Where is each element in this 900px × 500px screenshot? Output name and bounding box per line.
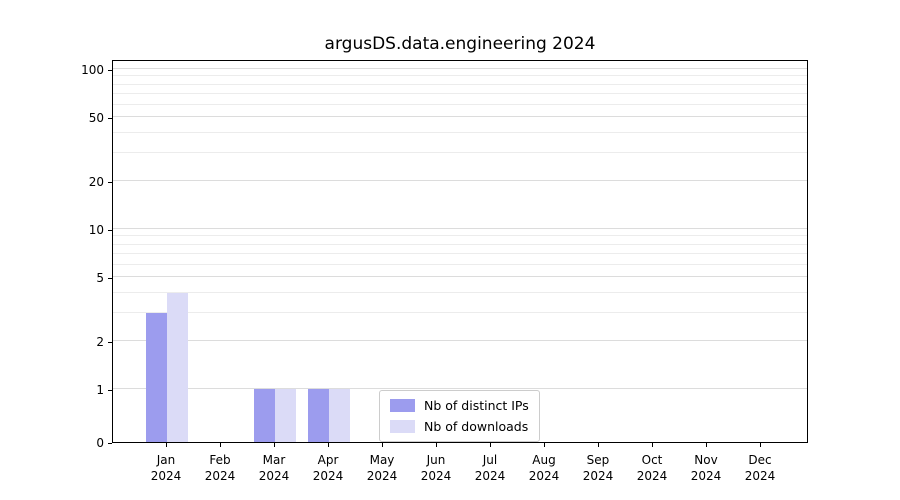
x-tick-label-mar: Mar 2024 bbox=[258, 453, 290, 484]
x-tick-label-nov: Nov 2024 bbox=[690, 453, 722, 484]
gridline-y-6 bbox=[113, 263, 807, 265]
x-tick-mark-oct bbox=[652, 443, 653, 447]
y-axis-tick-labels: 0 1 2 5 10 20 50 100 bbox=[0, 60, 104, 450]
legend-item: Nb of distinct IPs bbox=[390, 398, 529, 413]
gridline-y-20 bbox=[113, 179, 807, 181]
y-tick-mark-100 bbox=[108, 70, 112, 71]
x-tick-label-aug: Aug 2024 bbox=[528, 453, 560, 484]
bar-nb-of-distinct-ips-jan-2024 bbox=[146, 312, 167, 442]
gridline-y-90 bbox=[113, 75, 807, 77]
y-tick-label-0: 0 bbox=[96, 436, 104, 450]
gridline-y-100 bbox=[113, 68, 807, 69]
gridline-y-5 bbox=[113, 276, 807, 278]
x-tick-mark-sep bbox=[598, 443, 599, 447]
gridline-y-7 bbox=[113, 252, 807, 254]
bar-nb-of-downloads-apr-2024 bbox=[329, 389, 350, 442]
bar-nb-of-distinct-ips-mar-2024 bbox=[254, 389, 275, 442]
legend-swatch-icon bbox=[390, 420, 415, 433]
gridline-y-3 bbox=[113, 311, 807, 313]
y-tick-label-5: 5 bbox=[96, 271, 104, 286]
y-tick-label-2: 2 bbox=[96, 334, 104, 349]
x-tick-mark-feb bbox=[220, 443, 221, 447]
gridline-y-4 bbox=[113, 291, 807, 293]
x-tick-mark-apr bbox=[328, 443, 329, 447]
gridline-y-10 bbox=[113, 228, 807, 229]
y-tick-mark-20 bbox=[108, 181, 112, 183]
x-tick-mark-dec bbox=[760, 443, 761, 447]
y-tick-label-10: 10 bbox=[88, 223, 104, 237]
gridline-y-60 bbox=[113, 103, 807, 105]
gridline-y-50 bbox=[113, 116, 807, 118]
y-tick-label-100: 100 bbox=[81, 63, 104, 77]
x-tick-label-dec: Dec 2024 bbox=[744, 453, 776, 484]
x-tick-mark-jan bbox=[166, 443, 167, 447]
y-tick-mark-1 bbox=[108, 390, 112, 391]
chart-title: argusDS.data.engineering 2024 bbox=[324, 34, 596, 54]
bar-nb-of-downloads-jan-2024 bbox=[167, 292, 188, 442]
y-tick-mark-2 bbox=[108, 341, 112, 343]
y-tick-label-1: 1 bbox=[96, 383, 104, 397]
gridline-y-70 bbox=[113, 92, 807, 94]
legend: Nb of distinct IPs Nb of downloads bbox=[379, 390, 540, 442]
x-tick-label-oct: Oct 2024 bbox=[636, 453, 668, 484]
x-tick-mark-mar bbox=[274, 443, 275, 447]
y-tick-label-20: 20 bbox=[88, 174, 104, 189]
legend-swatch-icon bbox=[390, 399, 415, 412]
x-tick-label-feb: Feb 2024 bbox=[204, 453, 236, 484]
legend-label: Nb of downloads bbox=[424, 419, 529, 434]
x-tick-mark-may bbox=[382, 443, 383, 447]
legend-item: Nb of downloads bbox=[390, 419, 529, 434]
x-tick-mark-nov bbox=[706, 443, 707, 447]
legend-label: Nb of distinct IPs bbox=[424, 398, 529, 413]
gridline-y-40 bbox=[113, 131, 807, 133]
x-tick-mark-aug bbox=[544, 443, 545, 447]
y-tick-mark-10 bbox=[108, 230, 112, 231]
x-tick-label-sep: Sep 2024 bbox=[582, 453, 614, 484]
gridline-y-9 bbox=[113, 235, 807, 237]
gridline-y-8 bbox=[113, 243, 807, 245]
y-tick-label-50: 50 bbox=[88, 111, 104, 126]
gridline-y-1 bbox=[113, 388, 807, 389]
plot-area: Nb of distinct IPs Nb of downloads bbox=[112, 60, 808, 443]
gridline-y-80 bbox=[113, 83, 807, 85]
gridline-y-2 bbox=[113, 339, 807, 341]
x-tick-label-jan: Jan 2024 bbox=[150, 453, 182, 484]
gridline-y-30 bbox=[113, 151, 807, 153]
y-tick-mark-0 bbox=[108, 443, 112, 444]
y-tick-mark-50 bbox=[108, 118, 112, 120]
x-tick-mark-jul bbox=[490, 443, 491, 447]
x-tick-label-may: May 2024 bbox=[366, 453, 398, 484]
x-tick-label-jun: Jun 2024 bbox=[420, 453, 452, 484]
y-tick-mark-5 bbox=[108, 278, 112, 280]
x-tick-label-apr: Apr 2024 bbox=[312, 453, 344, 484]
bar-nb-of-downloads-mar-2024 bbox=[275, 389, 296, 442]
x-tick-label-jul: Jul 2024 bbox=[474, 453, 506, 484]
x-tick-mark-jun bbox=[436, 443, 437, 447]
bar-nb-of-distinct-ips-apr-2024 bbox=[308, 389, 329, 442]
